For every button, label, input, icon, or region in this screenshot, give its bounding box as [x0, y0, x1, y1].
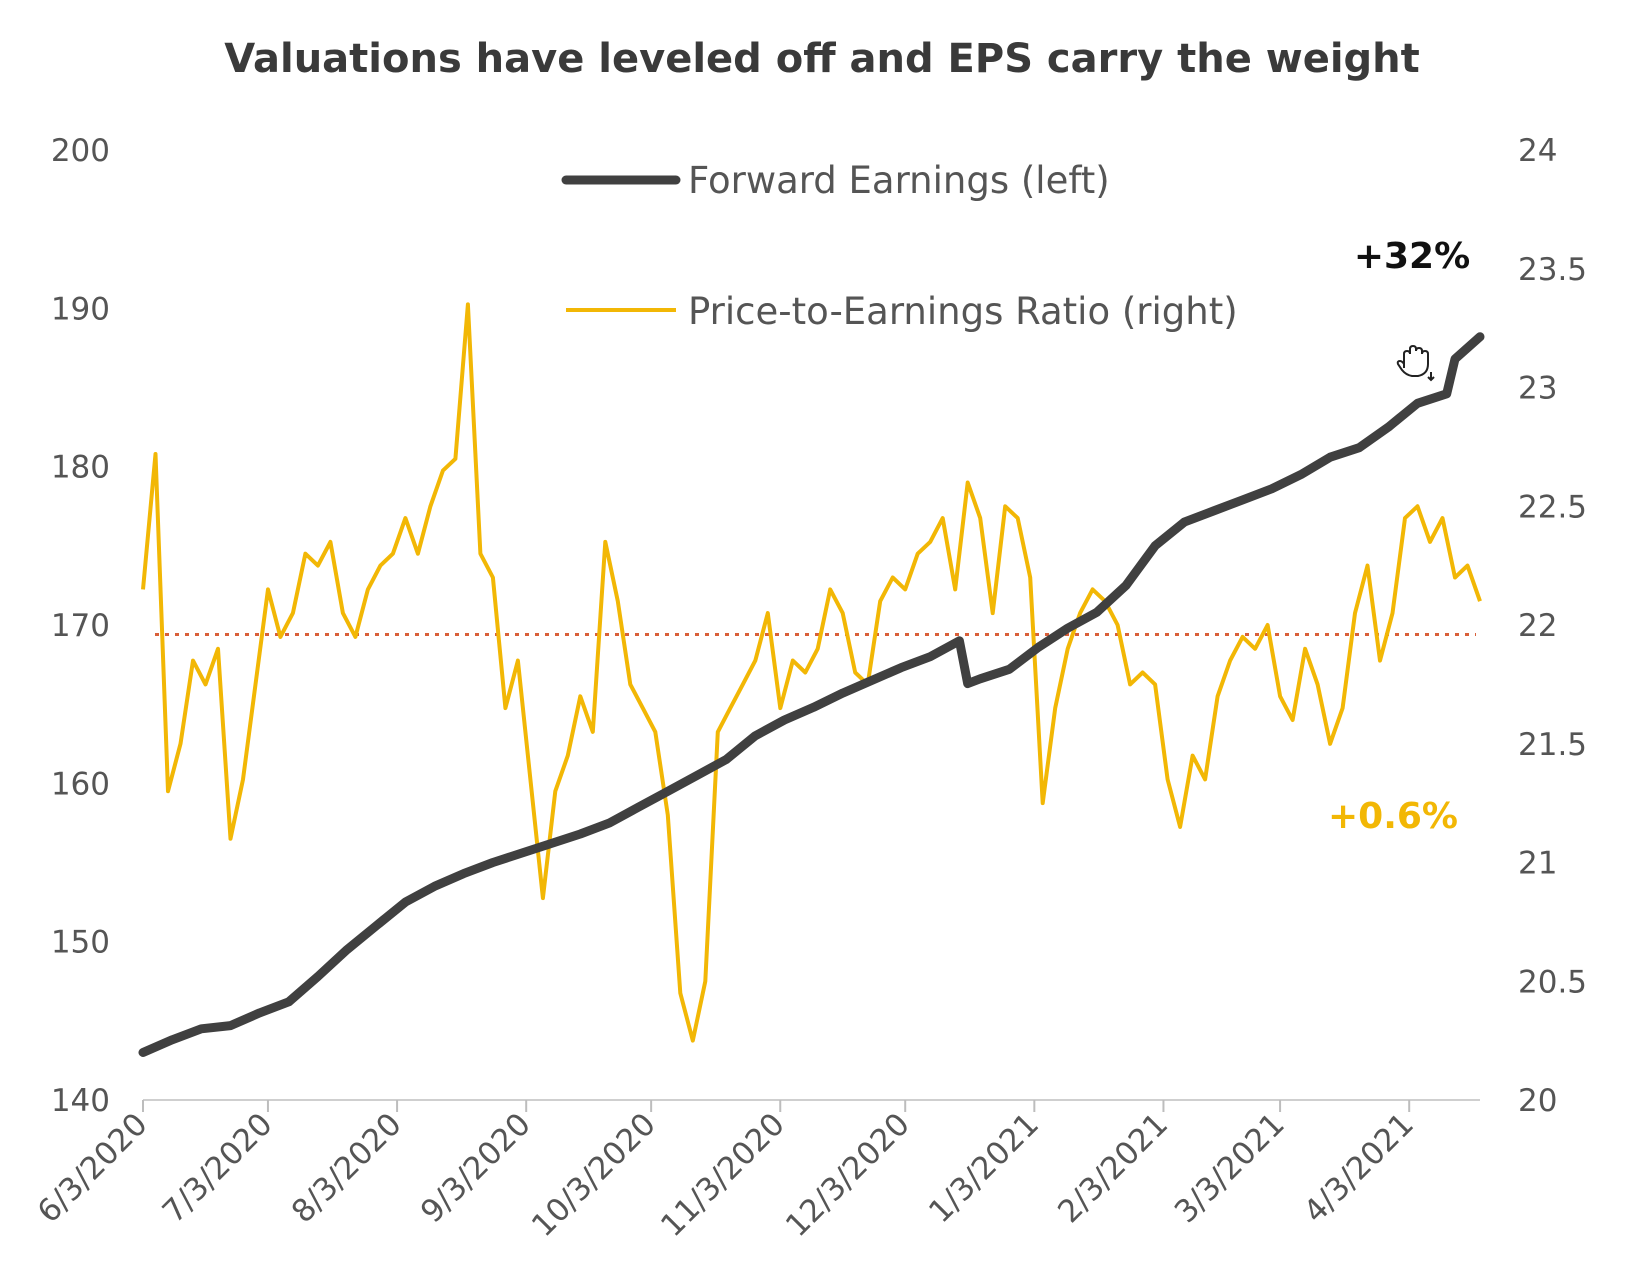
right-axis-tick-label: 22: [1518, 608, 1557, 644]
left-axis-tick-label: 190: [51, 291, 110, 327]
right-axis-tick-label: 21.5: [1518, 727, 1587, 763]
x-axis-tick-label: 12/3/2020: [779, 1106, 917, 1244]
right-axis-tick-label: 20: [1518, 1083, 1557, 1119]
hand-cursor-icon: [1396, 344, 1435, 382]
forward-earnings-change-annotation: +32%: [1354, 236, 1470, 277]
x-axis-tick-label: 9/3/2020: [414, 1106, 538, 1230]
right-axis-tick-label: 21: [1518, 846, 1557, 882]
pe-ratio-series-line: [141, 302, 1482, 1043]
x-axis-tick-label: 11/3/2020: [654, 1106, 792, 1244]
x-axis-tick-label: 6/3/2020: [31, 1106, 155, 1230]
chart-title: Valuations have leveled off and EPS carr…: [224, 36, 1420, 82]
x-axis-tick-label: 7/3/2020: [156, 1106, 280, 1230]
x-axis-tick-label: 3/3/2021: [1168, 1106, 1292, 1230]
right-axis-tick-label: 23: [1518, 371, 1557, 407]
legend-pe-ratio-label: Price-to-Earnings Ratio (right): [688, 290, 1238, 333]
right-axis-tick-label: 20.5: [1518, 964, 1587, 1000]
forward-earnings-series-line: [138, 332, 1485, 1057]
x-axis-tick-label: 2/3/2021: [1051, 1106, 1175, 1230]
left-axis-tick-label: 140: [51, 1083, 110, 1119]
x-axis-tick-label: 4/3/2021: [1297, 1106, 1421, 1230]
left-axis-tick-label: 200: [51, 133, 110, 169]
x-axis-tick-label: 1/3/2021: [922, 1106, 1046, 1230]
right-axis-tick-label: 24: [1518, 133, 1557, 169]
right-axis-tick-label: 22.5: [1518, 489, 1587, 525]
right-axis-tick-label: 23.5: [1518, 252, 1587, 288]
x-axis: 6/3/2020 7/3/2020 8/3/2020 9/3/202010/3/202…: [31, 1100, 1421, 1244]
right-axis: 24 23.5 23 22.5 22 21.5 21 20.5 20: [1518, 133, 1587, 1119]
left-axis-tick-label: 150: [51, 925, 110, 961]
legend: Forward Earnings (left) Price-to-Earning…: [561, 159, 1238, 333]
left-axis: 200 190 180 170 160 150 140: [51, 133, 110, 1119]
pe-ratio-change-annotation: +0.6%: [1328, 796, 1458, 837]
left-axis-tick-label: 180: [51, 450, 110, 486]
left-axis-tick-label: 170: [51, 608, 110, 644]
legend-forward-earnings-label: Forward Earnings (left): [688, 159, 1110, 202]
x-axis-tick-label: 10/3/2020: [525, 1106, 663, 1244]
x-axis-tick-label: 8/3/2020: [285, 1106, 409, 1230]
left-axis-tick-label: 160: [51, 766, 110, 802]
